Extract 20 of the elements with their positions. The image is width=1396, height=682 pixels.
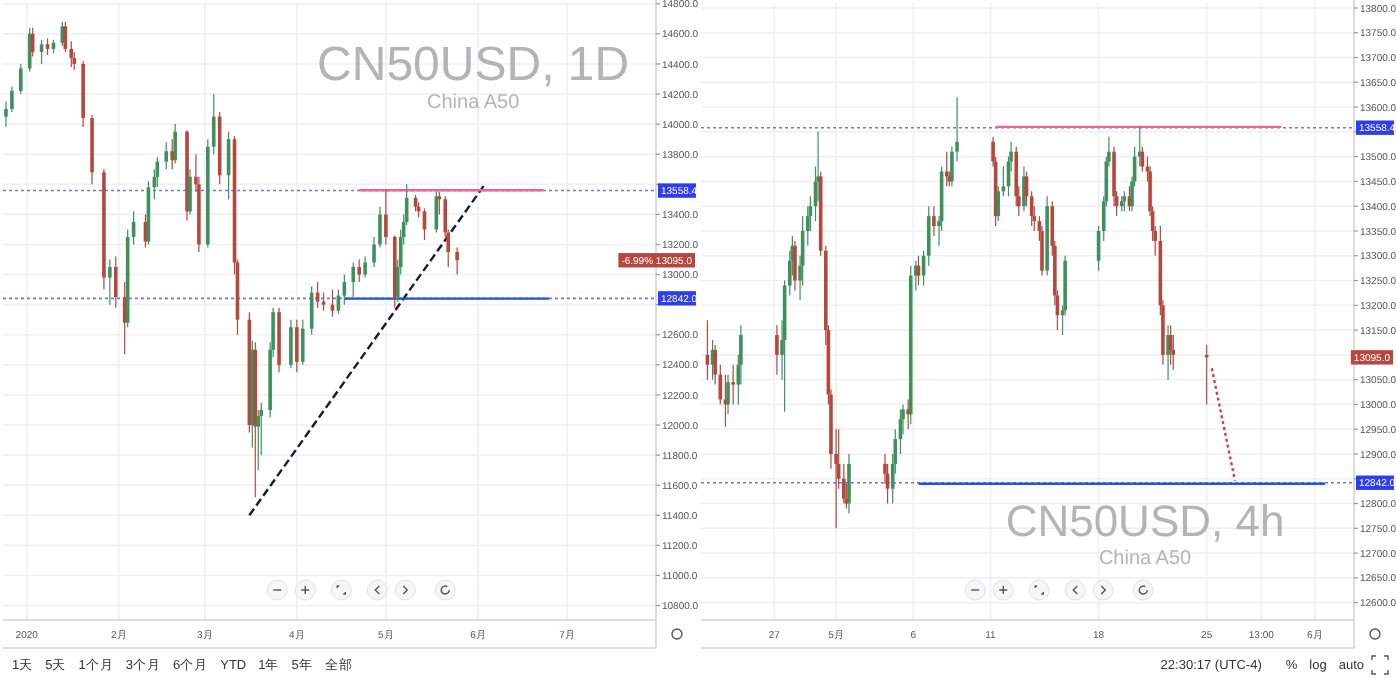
- candlestick: [295, 319, 299, 373]
- candlestick: [164, 141, 169, 170]
- annotation: CN50USD, 4h: [1005, 496, 1285, 546]
- candlestick: [19, 63, 23, 95]
- candlestick: [932, 205, 936, 237]
- candlestick: [455, 246, 459, 276]
- candlestick: [357, 258, 361, 283]
- candlestick: [289, 319, 293, 369]
- candlestick: [27, 27, 32, 73]
- candlestick: [113, 255, 118, 309]
- candlestick: [384, 189, 388, 246]
- annotation: China A50: [427, 92, 521, 114]
- candlestick: [300, 319, 305, 366]
- candlestick: [731, 364, 735, 406]
- candlestick: [108, 258, 112, 306]
- candlestick: [775, 324, 779, 376]
- candlestick: [363, 255, 367, 279]
- annotation: CN50USD, 1D: [317, 38, 630, 92]
- annotation: China A50: [1098, 548, 1193, 570]
- candlestick: [351, 261, 356, 298]
